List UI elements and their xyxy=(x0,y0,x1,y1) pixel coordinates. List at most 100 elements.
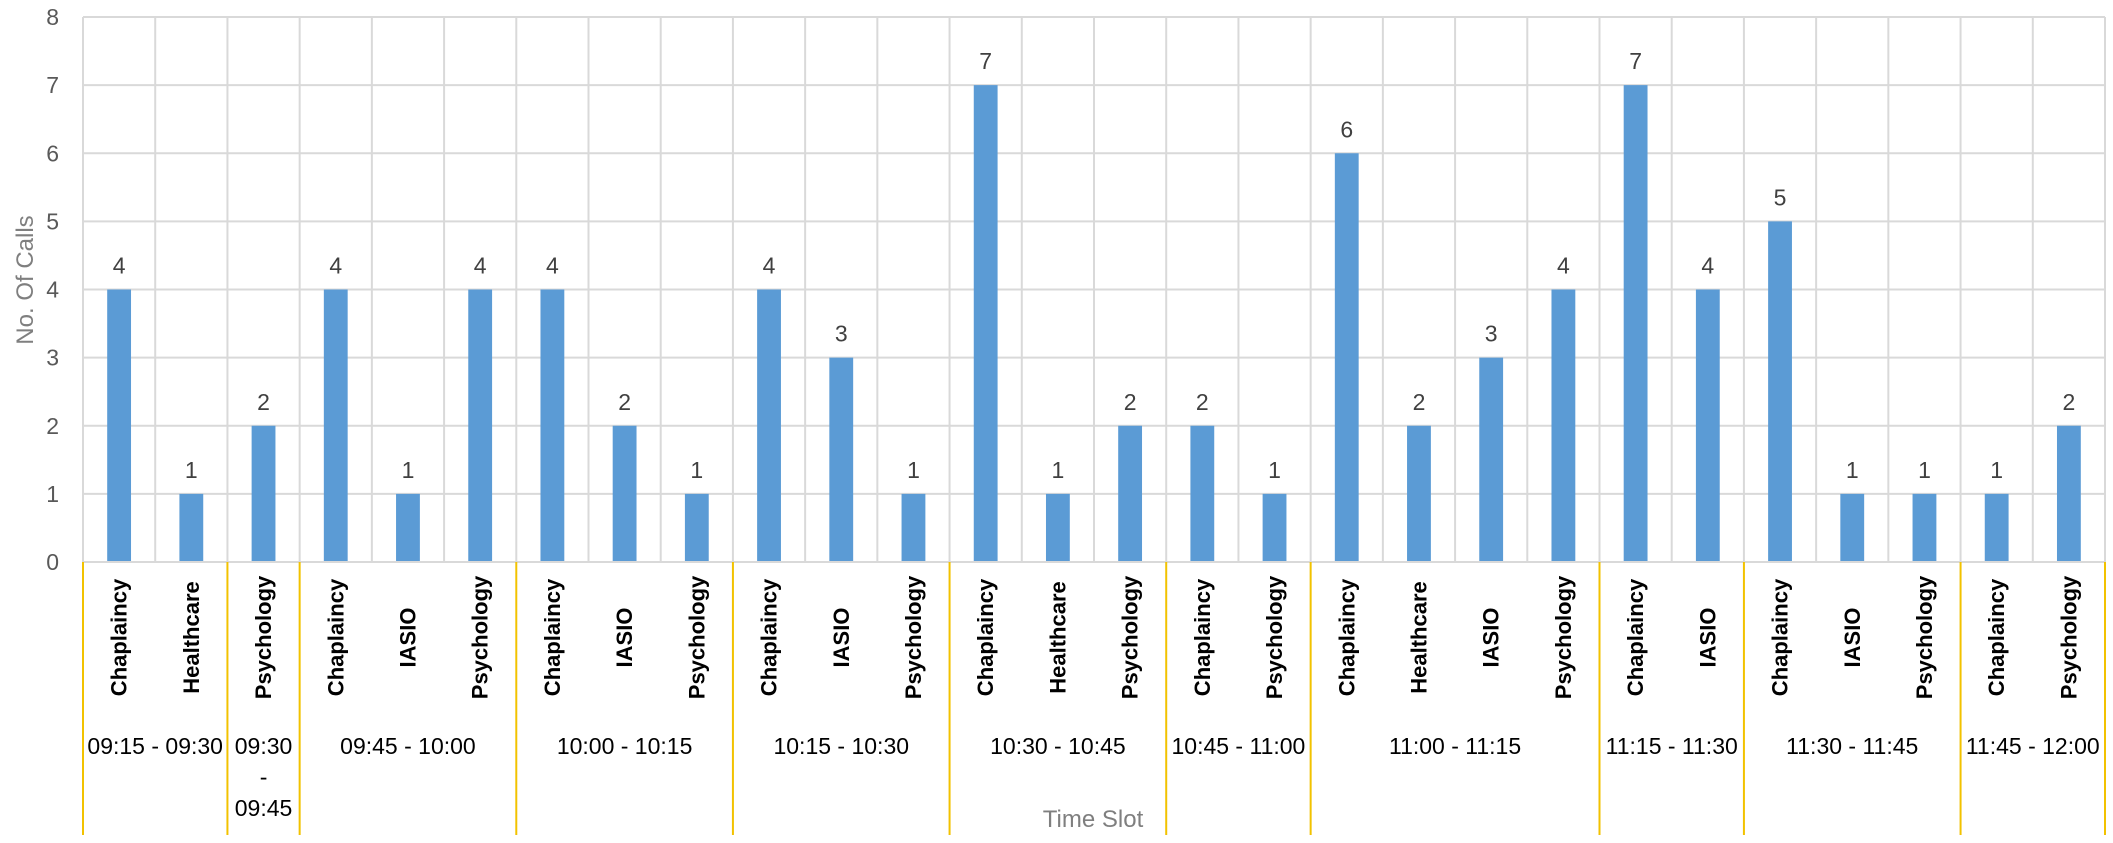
group-label: 10:00 - 10:15 xyxy=(557,733,693,759)
data-label: 4 xyxy=(1701,253,1714,279)
bar xyxy=(901,493,926,562)
category-tick-label: Healthcare xyxy=(179,581,204,694)
data-labels: 4 1 2 4 1 4 4 2 1 4 3 1 7 1 2 2 1 6 2 3 4 7 4 5 1 1 1 2 xyxy=(113,48,2076,483)
category-tick-label: Chaplaincy xyxy=(973,578,998,696)
category-tick-label: IASIO xyxy=(1479,608,1504,668)
group-label: 09:30 -09:45 xyxy=(235,733,293,821)
bar xyxy=(1840,493,1865,562)
data-label: 1 xyxy=(1846,457,1859,483)
group-label: 11:15 - 11:30 xyxy=(1606,733,1738,759)
data-label: 2 xyxy=(618,389,631,415)
category-tick-label: Psychology xyxy=(901,575,926,699)
bar xyxy=(1407,425,1431,562)
category-tick-label: Chaplaincy xyxy=(1334,578,1359,696)
y-tick-label: 5 xyxy=(46,208,59,234)
bar xyxy=(1190,425,1215,562)
bar xyxy=(107,289,132,562)
data-label: 2 xyxy=(2062,389,2075,415)
category-tick-label: Psychology xyxy=(251,575,276,699)
bar xyxy=(1118,425,1143,562)
bar xyxy=(2056,425,2081,562)
group-label: 10:30 - 10:45 xyxy=(990,733,1126,759)
category-tick-label: Healthcare xyxy=(1406,581,1431,694)
y-tick-label: 6 xyxy=(46,140,59,166)
data-label: 2 xyxy=(1124,389,1137,415)
category-tick-label: IASIO xyxy=(612,608,637,668)
category-tick-label: Psychology xyxy=(1118,575,1143,699)
category-tick-label: Chaplaincy xyxy=(107,578,132,696)
x-axis-title: Time Slot xyxy=(1043,806,1144,833)
data-label: 7 xyxy=(979,48,992,74)
category-tick-label: Psychology xyxy=(1912,575,1937,699)
bar xyxy=(179,493,204,562)
bar xyxy=(1551,289,1576,562)
group-label: 09:45 - 10:00 xyxy=(340,733,476,759)
data-label: 1 xyxy=(1918,457,1931,483)
data-label: 2 xyxy=(1413,389,1426,415)
bar xyxy=(829,357,854,562)
bar xyxy=(612,425,637,562)
y-axis-title: No. Of Calls xyxy=(12,215,39,344)
bar xyxy=(396,493,420,562)
category-tick-label: Chaplaincy xyxy=(1190,578,1215,696)
y-tick-label: 0 xyxy=(46,549,59,575)
category-tick-label: IASIO xyxy=(1840,608,1865,668)
category-tick-label: Chaplaincy xyxy=(1623,578,1648,696)
category-tick-label: Psychology xyxy=(1551,575,1576,699)
data-label: 5 xyxy=(1774,184,1787,210)
data-label: 4 xyxy=(763,253,776,279)
data-label: 2 xyxy=(257,389,270,415)
category-tick-label: Chaplaincy xyxy=(1984,578,2009,696)
x-axis: Chaplaincy Healthcare Psychology Chaplaincy… xyxy=(82,561,2106,835)
data-label: 7 xyxy=(1629,48,1642,74)
group-label: 11:00 - 11:15 xyxy=(1389,733,1521,759)
bar xyxy=(1623,85,1648,562)
gridlines xyxy=(82,16,2106,563)
data-label: 4 xyxy=(1557,253,1570,279)
bars xyxy=(107,85,2081,562)
y-axis: 0 1 2 3 4 5 6 7 8 xyxy=(46,4,59,575)
bar xyxy=(973,85,998,562)
group-label: 10:45 - 11:00 xyxy=(1171,733,1305,759)
bar xyxy=(684,493,709,562)
y-tick-label: 3 xyxy=(46,345,59,371)
category-tick-label: IASIO xyxy=(829,608,854,668)
group-label: 11:45 - 12:00 xyxy=(1966,733,2100,759)
category-tick-label: Psychology xyxy=(1262,575,1287,699)
data-label: 4 xyxy=(474,253,487,279)
data-label: 1 xyxy=(1268,457,1281,483)
bar xyxy=(1262,493,1287,562)
group-label: 11:30 - 11:45 xyxy=(1786,733,1918,759)
data-label: 1 xyxy=(690,457,703,483)
category-tick-label: Chaplaincy xyxy=(323,578,348,696)
data-label: 1 xyxy=(402,457,415,483)
bar xyxy=(1479,357,1504,562)
bar xyxy=(1912,493,1937,562)
bar xyxy=(540,289,565,562)
category-tick-label: Psychology xyxy=(2056,575,2081,699)
category-tick-label: Chaplaincy xyxy=(540,578,565,696)
data-label: 2 xyxy=(1196,389,1209,415)
data-label: 4 xyxy=(546,253,559,279)
category-tick-label: Healthcare xyxy=(1045,581,1070,694)
data-label: 3 xyxy=(835,321,848,347)
data-label: 1 xyxy=(1051,457,1064,483)
data-label: 1 xyxy=(907,457,920,483)
category-tick-label: IASIO xyxy=(395,608,420,668)
bar xyxy=(1695,289,1720,562)
y-tick-label: 4 xyxy=(46,277,59,303)
category-tick-label: Chaplaincy xyxy=(757,578,782,696)
bar xyxy=(757,289,781,562)
bar xyxy=(1045,493,1070,562)
y-tick-label: 8 xyxy=(46,4,59,30)
data-label: 1 xyxy=(1990,457,2003,483)
category-tick-label: IASIO xyxy=(1695,608,1720,668)
category-tick-label: Psychology xyxy=(684,575,709,699)
y-tick-label: 7 xyxy=(46,72,59,98)
category-tick-label: Chaplaincy xyxy=(1768,578,1793,696)
y-tick-label: 1 xyxy=(46,481,59,507)
data-label: 3 xyxy=(1485,321,1498,347)
group-label: 09:15 - 09:30 xyxy=(87,733,223,759)
